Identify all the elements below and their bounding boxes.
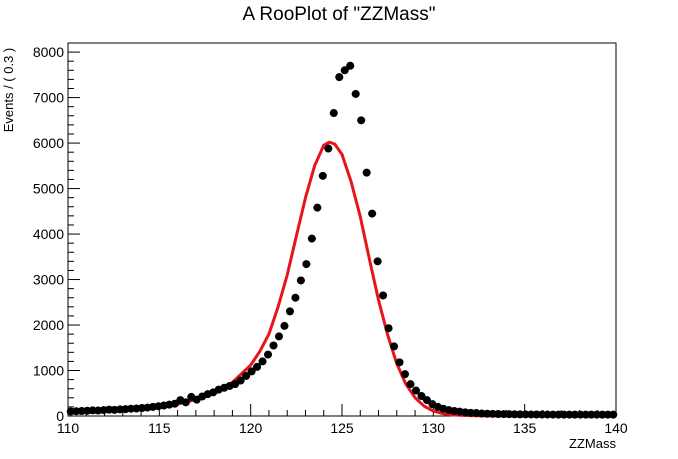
y-tick-label: 7000: [33, 90, 64, 106]
data-point: [422, 396, 431, 405]
y-tick-label: 0: [56, 408, 64, 424]
y-tick-label: 4000: [33, 226, 64, 242]
y-axis: 0 1000 2000 3000 4000 5000 6000 7000 8000: [33, 42, 80, 424]
data-point: [285, 307, 294, 316]
data-point: [565, 410, 574, 419]
fit-curve-layer: [67, 140, 616, 418]
data-point: [570, 410, 579, 419]
data-point: [368, 209, 377, 218]
y-tick-label: 8000: [33, 44, 64, 60]
data-point: [264, 350, 273, 359]
data-point: [373, 257, 382, 266]
data-point: [258, 357, 267, 366]
data-point: [274, 332, 283, 341]
data-point: [581, 410, 590, 419]
fit-curve-line: [67, 140, 616, 418]
data-point: [313, 203, 322, 212]
data-point: [554, 410, 563, 419]
x-axis-title: ZZMass: [569, 436, 616, 451]
data-point: [559, 410, 568, 419]
x-tick-label: 120: [239, 420, 263, 436]
data-point: [538, 410, 547, 419]
data-point: [609, 410, 618, 419]
data-point: [236, 376, 245, 385]
data-point: [307, 234, 316, 243]
data-point: [269, 341, 278, 350]
data-point: [302, 260, 311, 269]
data-point: [329, 109, 338, 118]
data-point: [592, 410, 601, 419]
data-point: [406, 380, 415, 389]
x-tick-label: 110: [57, 420, 80, 436]
data-points-layer: [66, 61, 618, 419]
x-tick-label: 130: [422, 420, 446, 436]
plot-area: [67, 42, 617, 417]
data-point: [242, 371, 251, 380]
data-point: [351, 89, 360, 98]
data-point: [390, 342, 399, 351]
data-point: [417, 391, 426, 400]
y-tick-label: 1000: [33, 363, 64, 379]
data-point: [395, 358, 404, 367]
chart-title: A RooPlot of "ZZMass": [243, 4, 436, 25]
data-point: [324, 144, 333, 153]
x-tick-label: 140: [604, 420, 628, 436]
y-tick-label: 6000: [33, 135, 64, 151]
data-point: [379, 291, 388, 300]
data-point: [603, 410, 612, 419]
y-tick-label: 2000: [33, 317, 64, 333]
y-tick-label: 3000: [33, 272, 64, 288]
y-tick-label: 5000: [33, 181, 64, 197]
data-point: [318, 171, 327, 180]
data-point: [340, 66, 349, 75]
data-point: [296, 276, 305, 285]
data-point: [181, 398, 190, 407]
data-point: [335, 73, 344, 82]
data-point: [384, 324, 393, 333]
data-point: [247, 367, 256, 376]
data-point: [253, 362, 262, 371]
data-point: [587, 410, 596, 419]
data-point: [411, 386, 420, 395]
x-tick-label: 135: [513, 420, 537, 436]
data-point: [362, 168, 371, 177]
data-point: [401, 370, 410, 379]
plot-frame: [67, 42, 617, 417]
x-axis: 110 115 120 125 130 135 140: [57, 404, 628, 436]
data-point: [576, 410, 585, 419]
data-point: [280, 321, 289, 330]
y-axis-title: Events / ( 0.3 ): [1, 48, 16, 133]
x-tick-label: 115: [148, 420, 171, 436]
data-point: [357, 116, 366, 125]
data-point: [291, 293, 300, 302]
data-point: [598, 410, 607, 419]
data-point: [346, 61, 355, 70]
x-tick-label: 125: [330, 420, 354, 436]
